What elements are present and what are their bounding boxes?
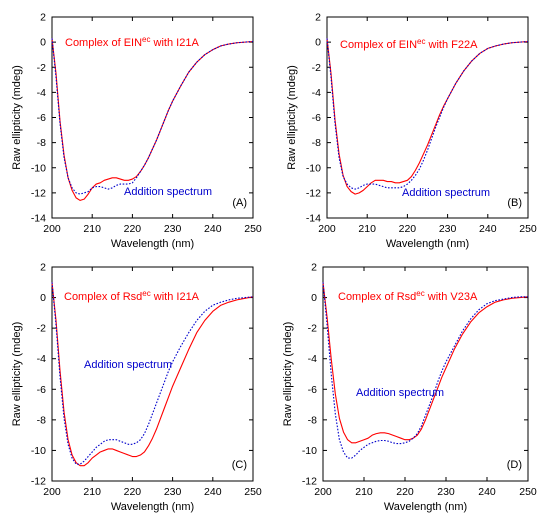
y-axis-label: Raw ellipticity (mdeg) (282, 322, 294, 427)
x-axis-label: Wavelength (nm) (111, 501, 194, 513)
chart-panel: 200 210 220 230 240 250 2 0 -2 -4 -6 -8 -10 -12 Wavele… (11, 262, 262, 514)
addition-spectrum-line (322, 282, 528, 459)
x-tick-label: 230 (437, 486, 455, 498)
y-tick-label: -2 (37, 323, 46, 335)
y-tick-label: -10 (31, 445, 46, 457)
y-tick-label: -10 (306, 162, 321, 174)
addition-spectrum-line (326, 38, 529, 190)
addition-annotation: Addition spectrum (356, 387, 444, 399)
y-tick-label: -4 (37, 87, 46, 99)
y-tick-label: -14 (306, 213, 321, 225)
y-tick-label: -6 (37, 384, 46, 396)
x-tick-label: 240 (204, 223, 222, 235)
y-axis-label: Raw ellipticity (mdeg) (11, 65, 23, 170)
x-tick-label: 250 (519, 223, 537, 235)
y-tick-label: -4 (312, 87, 321, 99)
y-tick-label: -12 (306, 187, 321, 199)
addition-spectrum-line (51, 38, 254, 195)
x-tick-label: 230 (439, 223, 457, 235)
y-tick-label: -10 (31, 162, 46, 174)
x-tick-label: 200 (43, 486, 61, 498)
x-tick-label: 220 (124, 223, 142, 235)
y-tick-label: -6 (312, 112, 321, 124)
x-tick-label: 250 (244, 486, 262, 498)
y-tick-label: -8 (308, 414, 317, 426)
y-tick-label: -10 (302, 445, 317, 457)
panel-label: (A) (232, 197, 247, 209)
y-tick-label: -4 (37, 353, 46, 365)
y-axis-label: Raw ellipticity (mdeg) (286, 65, 298, 170)
plot-frame (51, 266, 254, 482)
y-tick-label: -12 (31, 187, 46, 199)
y-tick-label: -12 (31, 476, 46, 488)
y-tick-label: 2 (311, 262, 317, 274)
y-tick-label: -6 (308, 384, 317, 396)
chart-panel: 200 210 220 230 240 250 2 0 -2 -4 -6 -8 -10 -12 -14 Wav… (11, 12, 262, 251)
x-tick-label: 220 (124, 486, 142, 498)
y-tick-label: -2 (37, 62, 46, 74)
panel-label: (B) (507, 197, 522, 209)
y-tick-label: -14 (31, 213, 46, 225)
panel-label: (D) (507, 459, 522, 471)
y-axis-label: Raw ellipticity (mdeg) (11, 322, 23, 427)
y-tick-label: -4 (308, 353, 317, 365)
x-tick-label: 250 (519, 486, 537, 498)
x-tick-label: 250 (244, 223, 262, 235)
x-tick-label: 200 (318, 223, 336, 235)
complex-spectrum-line (322, 282, 529, 444)
x-tick-label: 230 (164, 223, 182, 235)
x-tick-label: 200 (43, 223, 61, 235)
plot-frame (322, 266, 529, 482)
x-axis-label: Wavelength (nm) (384, 501, 467, 513)
y-tick-label: 2 (315, 12, 321, 24)
y-tick-label: 0 (315, 37, 321, 49)
x-tick-label: 220 (396, 486, 414, 498)
chart-panel: 200 210 220 230 240 250 2 0 -2 -4 -6 -8 -10 -12 -14 Wav… (286, 12, 537, 251)
y-tick-label: 2 (40, 12, 46, 24)
complex-annotation: Complex of EINec with I21A (65, 35, 199, 49)
y-tick-label: 0 (311, 292, 317, 304)
y-tick-label: -12 (302, 476, 317, 488)
addition-annotation: Addition spectrum (402, 187, 490, 199)
x-tick-label: 230 (164, 486, 182, 498)
y-tick-label: -6 (37, 112, 46, 124)
x-tick-label: 210 (83, 486, 101, 498)
addition-annotation: Addition spectrum (84, 359, 172, 371)
complex-spectrum-line (326, 38, 529, 195)
complex-annotation: Complex of Rsdec with V23A (338, 289, 478, 303)
y-tick-label: 0 (40, 37, 46, 49)
y-tick-label: -8 (312, 137, 321, 149)
addition-spectrum-line (51, 282, 254, 465)
y-tick-label: -2 (308, 323, 317, 335)
x-tick-label: 240 (479, 223, 497, 235)
complex-annotation: Complex of EINec with F22A (340, 37, 478, 51)
complex-spectrum-line (51, 38, 254, 201)
x-axis-label: Wavelength (nm) (111, 238, 194, 250)
y-tick-label: 0 (40, 292, 46, 304)
y-tick-label: 2 (40, 262, 46, 274)
x-tick-label: 210 (83, 223, 101, 235)
chart-panel: 200 210 220 230 240 250 2 0 -2 -4 -6 -8 -10 -12 Wavele… (282, 262, 537, 514)
complex-annotation: Complex of Rsdec with I21A (64, 289, 200, 303)
y-tick-label: -8 (37, 137, 46, 149)
x-tick-label: 240 (478, 486, 496, 498)
addition-annotation: Addition spectrum (124, 186, 212, 198)
x-tick-label: 240 (204, 486, 222, 498)
y-tick-label: -8 (37, 414, 46, 426)
x-tick-label: 200 (314, 486, 332, 498)
x-tick-label: 210 (355, 486, 373, 498)
x-axis-label: Wavelength (nm) (386, 238, 469, 250)
panel-label: (C) (232, 459, 247, 471)
x-tick-label: 210 (358, 223, 376, 235)
complex-spectrum-line (51, 282, 254, 467)
x-tick-label: 220 (399, 223, 417, 235)
y-tick-label: -2 (312, 62, 321, 74)
